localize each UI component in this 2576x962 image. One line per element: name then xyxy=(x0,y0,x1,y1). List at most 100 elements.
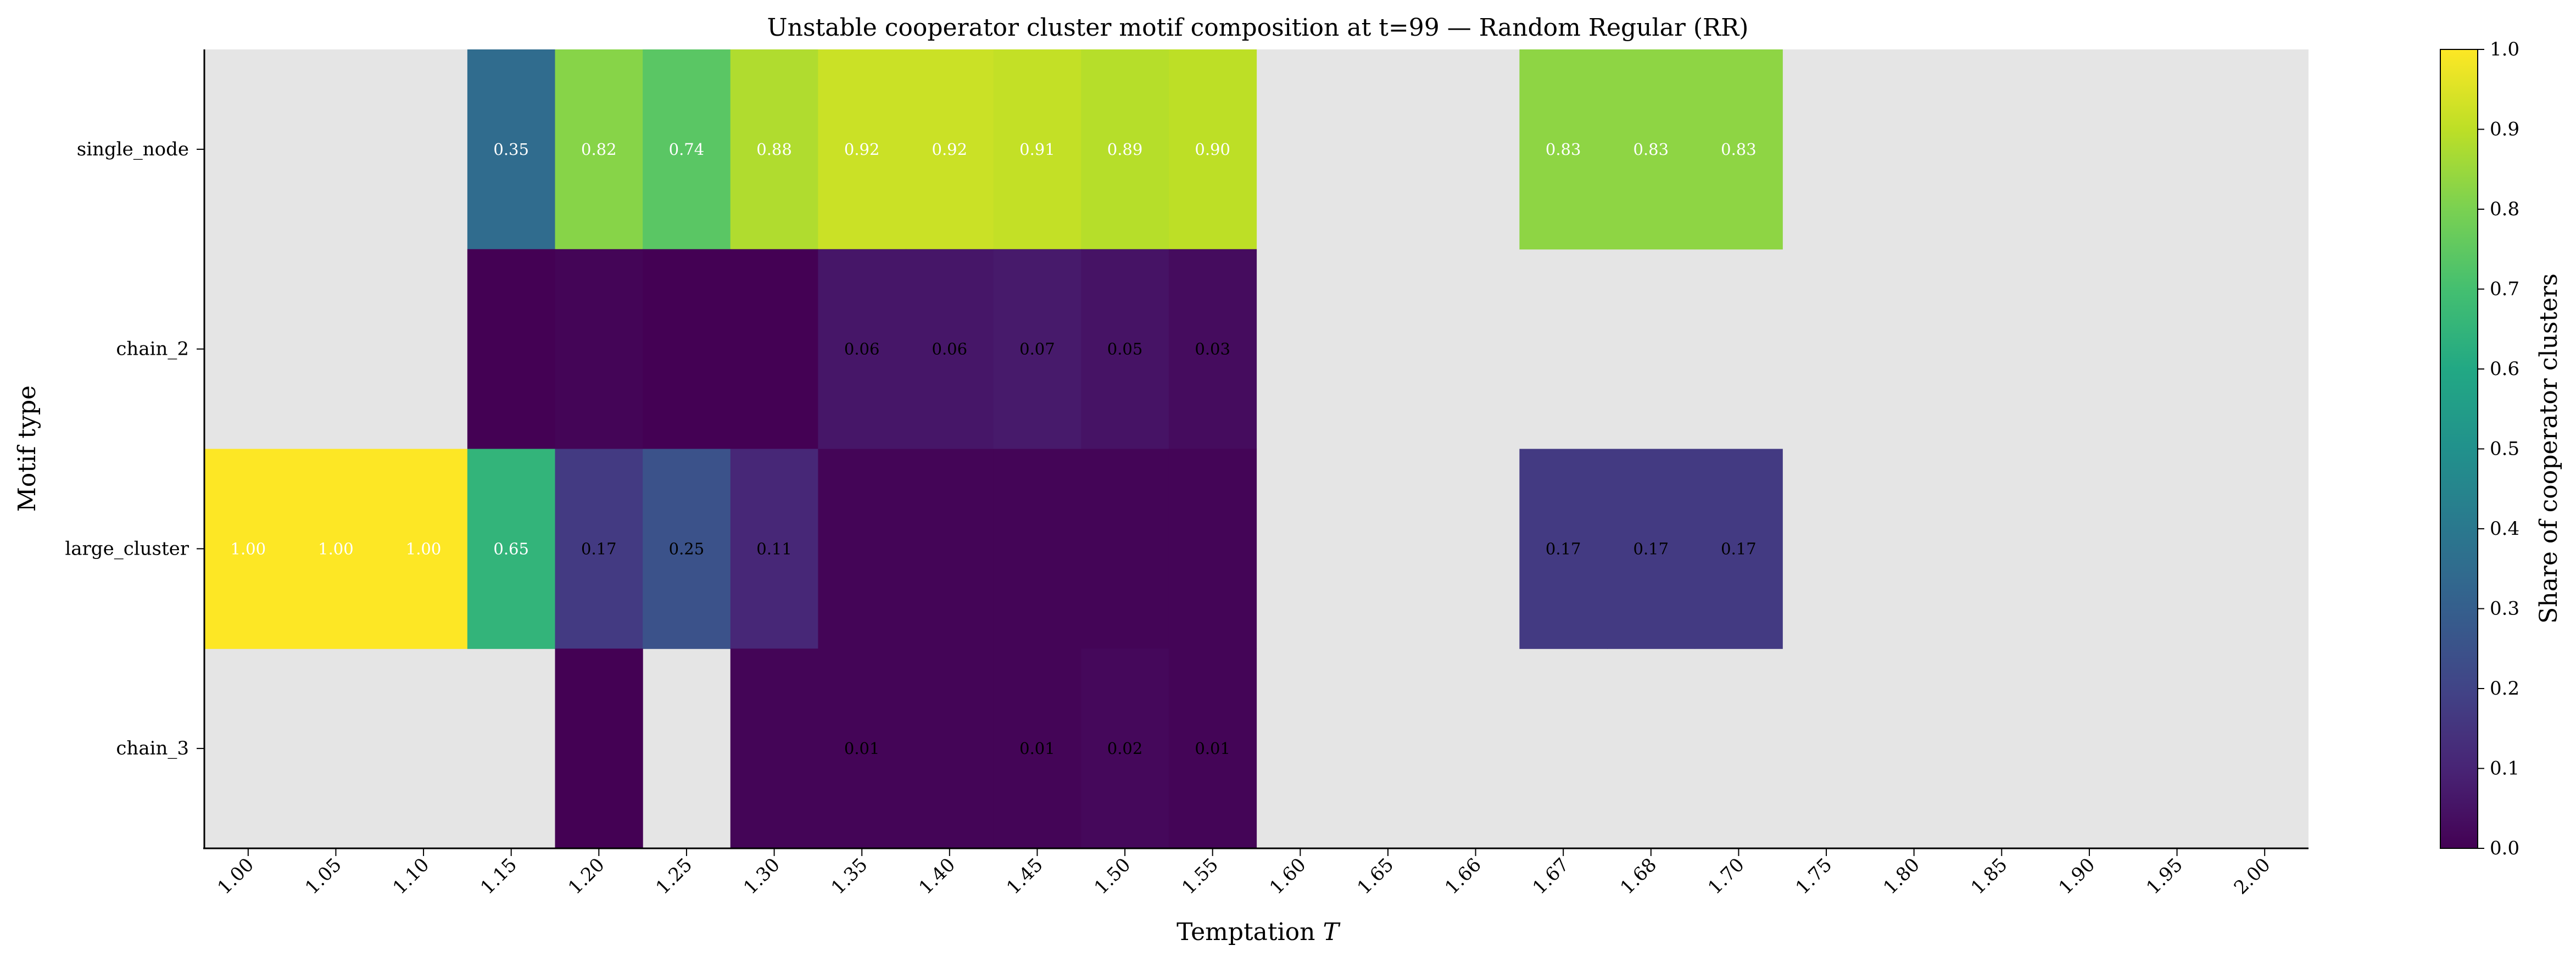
cell-value-label: 0.05 xyxy=(1107,340,1143,359)
cell-value-label: 0.90 xyxy=(1195,140,1230,159)
x-tick-label: 1.66 xyxy=(1441,854,1486,899)
heatmap-cell xyxy=(1607,449,1696,649)
heatmap-cell xyxy=(380,449,468,649)
heatmap-cell xyxy=(1607,49,1696,250)
colorbar-label: Share of cooperator clusters xyxy=(2535,273,2563,624)
x-tick-label: 1.15 xyxy=(476,854,521,899)
x-tick-label: 1.65 xyxy=(1353,854,1398,899)
cell-value-label: 0.01 xyxy=(844,739,880,758)
cell-value-label: 0.82 xyxy=(581,140,617,159)
cell-value-label: 0.89 xyxy=(1107,140,1143,159)
heatmap-cell xyxy=(204,449,293,649)
heatmap-cell xyxy=(730,249,818,450)
colorbar-tick-label: 0.0 xyxy=(2490,837,2519,859)
cell-value-label: 0.83 xyxy=(1721,140,1757,159)
cell-value-label: 0.74 xyxy=(669,140,705,159)
heatmap-cell xyxy=(467,49,556,250)
cell-value-label: 0.17 xyxy=(581,539,617,558)
heatmap-cell xyxy=(467,449,556,649)
x-tick-label: 1.05 xyxy=(301,854,346,899)
heatmap-cell xyxy=(906,49,994,250)
x-tick-label: 1.50 xyxy=(1090,854,1135,899)
cell-value-label: 1.00 xyxy=(231,539,266,558)
colorbar-tick-label: 0.7 xyxy=(2490,278,2519,300)
colorbar-gradient xyxy=(2440,49,2478,849)
cell-value-label: 0.06 xyxy=(932,340,968,359)
heatmap-cell xyxy=(906,249,994,450)
x-tick-label: 1.40 xyxy=(915,854,960,899)
colorbar-ticks: 0.0 0.1 0.2 0.3 0.4 0.5 0.6 0.7 0.8 0.9 1.0 xyxy=(2478,38,2519,859)
heatmap-cell xyxy=(467,249,556,450)
x-tick-label: 1.70 xyxy=(1704,854,1749,899)
cell-value-label: 0.65 xyxy=(493,539,529,558)
heatmap-cell xyxy=(1168,648,1257,849)
cell-value-label: 0.25 xyxy=(669,539,705,558)
cell-value-label: 0.07 xyxy=(1019,340,1055,359)
heatmap-cell xyxy=(1081,249,1169,450)
cell-value-label: 0.01 xyxy=(1019,739,1055,758)
heatmap-cell xyxy=(1081,449,1169,649)
heatmap-cell xyxy=(818,449,906,649)
heatmap-cell xyxy=(993,249,1081,450)
x-axis-label-variable: T xyxy=(1323,918,1341,946)
colorbar-tick-label: 0.1 xyxy=(2490,758,2519,780)
colorbar-tick-label: 0.8 xyxy=(2490,198,2519,220)
colorbar-tick-label: 0.3 xyxy=(2490,598,2519,620)
colorbar-tick-label: 0.4 xyxy=(2490,518,2519,540)
heatmap-cell xyxy=(1081,49,1169,250)
y-ticks: single_node chain_2 large_cluster chain_3 xyxy=(65,138,204,759)
cell-value-label: 0.88 xyxy=(756,140,792,159)
heatmap-cell xyxy=(1694,449,1783,649)
heatmap-cell xyxy=(993,49,1081,250)
x-axis-label: Temptation T xyxy=(1177,918,1341,946)
cell-value-label: 0.83 xyxy=(1546,140,1581,159)
heatmap-cell xyxy=(1081,648,1169,849)
cell-value-label: 1.00 xyxy=(406,539,442,558)
cell-value-label: 0.11 xyxy=(756,539,792,558)
heatmap-cell xyxy=(643,449,731,649)
cell-value-label: 0.03 xyxy=(1195,340,1230,359)
x-tick-label: 1.90 xyxy=(2054,854,2099,899)
x-ticks: 1.00 1.05 1.10 1.15 1.20 1.25 1.30 1.35 1.40 1.45… xyxy=(213,848,2275,899)
heatmap-cell-labels: 0.35 0.82 0.74 0.88 0.92 0.92 0.91 0.89 0.90 0.83… xyxy=(231,140,1757,758)
heatmap-cell xyxy=(1694,49,1783,250)
x-tick-label: 1.68 xyxy=(1616,854,1661,899)
x-tick-label: 2.00 xyxy=(2230,854,2275,899)
x-tick-label: 1.80 xyxy=(1879,854,1924,899)
colorbar-tick-label: 0.5 xyxy=(2490,438,2519,460)
heatmap-cell xyxy=(555,648,643,849)
y-tick-label: large_cluster xyxy=(65,538,189,560)
cell-value-label: 0.02 xyxy=(1107,739,1143,758)
heatmap-cell xyxy=(906,648,994,849)
x-axis-label-text: Temptation xyxy=(1177,918,1315,946)
cell-value-label: 0.92 xyxy=(932,140,968,159)
heatmap-cell xyxy=(730,49,818,250)
colorbar-tick-label: 0.6 xyxy=(2490,358,2519,380)
x-tick-label: 1.95 xyxy=(2142,854,2187,899)
heatmap-cell xyxy=(993,648,1081,849)
heatmap-cell xyxy=(1168,249,1257,450)
colorbar-tick-label: 0.2 xyxy=(2490,678,2519,700)
x-tick-label: 1.20 xyxy=(564,854,609,899)
heatmap-cell xyxy=(555,49,643,250)
x-tick-label: 1.60 xyxy=(1265,854,1311,899)
heatmap-cell xyxy=(1519,449,1608,649)
axes xyxy=(203,49,2309,849)
x-tick-label: 1.67 xyxy=(1529,854,1574,899)
x-tick-label: 1.25 xyxy=(651,854,696,899)
heatmap-cell xyxy=(555,249,643,450)
cell-value-label: 0.06 xyxy=(844,340,880,359)
cell-value-label: 1.00 xyxy=(318,539,354,558)
x-tick-label: 1.45 xyxy=(1002,854,1047,899)
heatmap-cell xyxy=(643,249,731,450)
cell-value-label: 0.17 xyxy=(1633,539,1669,558)
cell-value-label: 0.83 xyxy=(1633,140,1669,159)
heatmap-cell xyxy=(906,449,994,649)
heatmap-cell xyxy=(1519,49,1608,250)
heatmap-cell xyxy=(730,648,818,849)
heatmap-cell xyxy=(993,449,1081,649)
cell-value-label: 0.92 xyxy=(844,140,880,159)
heatmap-cell xyxy=(818,249,906,450)
chart-title: Unstable cooperator cluster motif compos… xyxy=(767,14,1749,42)
